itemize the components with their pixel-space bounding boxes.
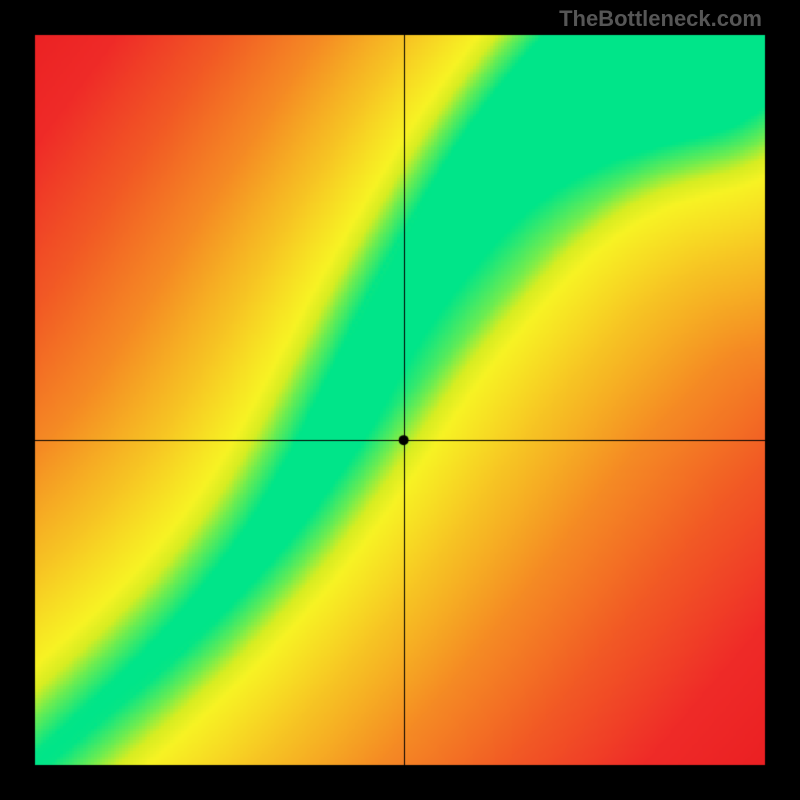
watermark-text: TheBottleneck.com [559,6,762,32]
bottleneck-heatmap [0,0,800,800]
chart-container: TheBottleneck.com [0,0,800,800]
